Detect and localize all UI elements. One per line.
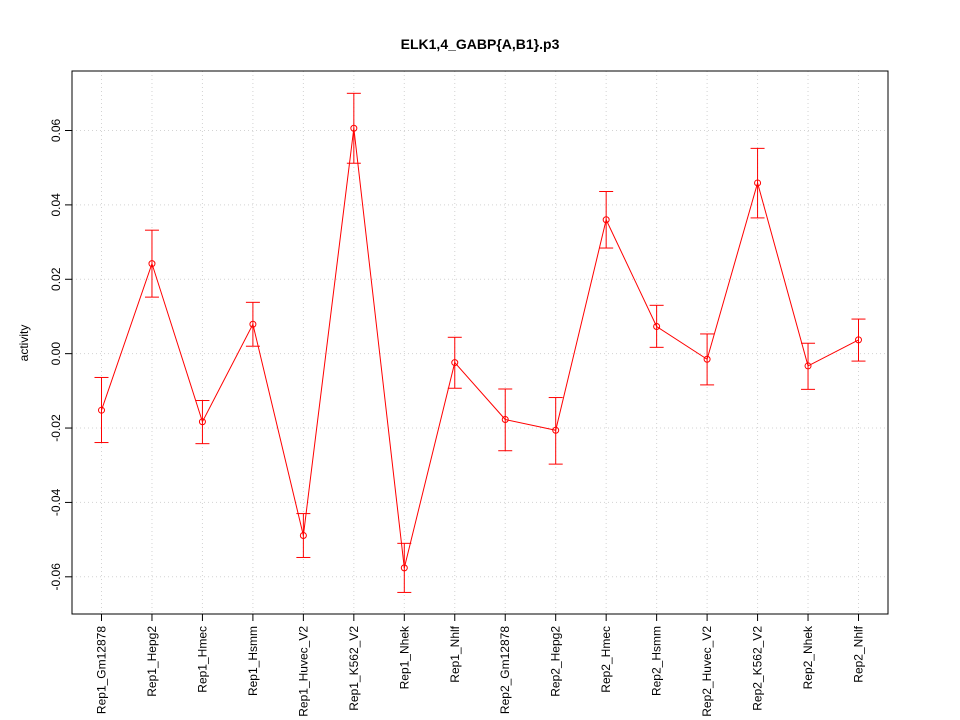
y-tick-label: 0.06: [49, 119, 63, 143]
data-point: [653, 323, 661, 331]
x-tick-label: Rep1_K562_V2: [347, 626, 361, 711]
data-point-group: [94, 376, 109, 444]
series-line: [101, 128, 859, 569]
data-point-group: [649, 304, 664, 348]
x-tick-label: Rep2_Hsmm: [650, 626, 664, 696]
data-point: [552, 426, 560, 434]
x-tick-label: Rep1_Hsmm: [246, 626, 260, 696]
x-tick-label: Rep2_Hepg2: [549, 626, 563, 697]
data-point: [148, 260, 156, 268]
y-tick-label: -0.02: [49, 414, 63, 442]
axes: -0.06 -0.04 -0.02 0.00 0.02 0.04 0.06 Rep1_Gm12…: [49, 119, 866, 717]
data-point: [299, 532, 307, 540]
x-tick-label: Rep1_Hepg2: [145, 626, 159, 697]
x-tick-label: Rep1_Gm12878: [95, 626, 109, 714]
y-tick-label: 0.04: [49, 193, 63, 217]
data-point: [198, 418, 206, 426]
data-point-group: [296, 513, 311, 558]
data-point-group: [346, 92, 361, 164]
x-tick-label: Rep2_Hmec: [599, 626, 613, 693]
data-point: [451, 359, 459, 367]
data-point-group: [599, 191, 614, 249]
y-axis-label: activity: [17, 325, 31, 362]
data-point-group: [801, 342, 816, 390]
data-point: [804, 362, 812, 370]
y-tick-label: -0.06: [49, 563, 63, 591]
data-point-group: [195, 400, 210, 445]
data-point-group: [548, 397, 563, 465]
chart-title: ELK1,4_GABP{A,B1}.p3: [401, 36, 560, 52]
data-point-group: [498, 388, 513, 452]
data-point: [350, 124, 358, 132]
y-tick-label: 0.02: [49, 267, 63, 291]
data-point: [501, 415, 509, 423]
data-point: [754, 179, 762, 187]
data-point-group: [397, 542, 412, 593]
data-point-group: [750, 147, 765, 219]
grid-lines: [72, 71, 888, 614]
x-tick-label: Rep1_Huvec_V2: [296, 626, 310, 717]
x-tick-label: Rep2_Nhlf: [852, 625, 866, 682]
y-tick-label: -0.04: [49, 488, 63, 516]
data-point-group: [447, 336, 462, 389]
x-tick-label: Rep2_Nhek: [801, 625, 815, 689]
data-point: [703, 355, 711, 363]
data-point-group: [144, 229, 159, 298]
data-point-group: [245, 301, 260, 347]
y-tick-label: 0.00: [49, 342, 63, 366]
x-tick-label: Rep2_K562_V2: [751, 626, 765, 711]
x-tick-label: Rep2_Huvec_V2: [700, 626, 714, 717]
plot-frame: [71, 70, 889, 615]
x-tick-label: Rep2_Gm12878: [498, 626, 512, 714]
data-point: [98, 406, 105, 414]
data-point-group: [700, 333, 715, 386]
data-point: [249, 320, 257, 328]
data-series: [94, 92, 866, 593]
x-tick-label: Rep1_Nhek: [397, 625, 411, 689]
x-tick-label: Rep1_Hmec: [195, 626, 209, 693]
x-tick-label: Rep1_Nhlf: [448, 625, 462, 682]
data-point: [400, 564, 408, 572]
data-point: [602, 216, 610, 224]
data-point: [855, 336, 862, 344]
data-point-group: [851, 318, 866, 362]
